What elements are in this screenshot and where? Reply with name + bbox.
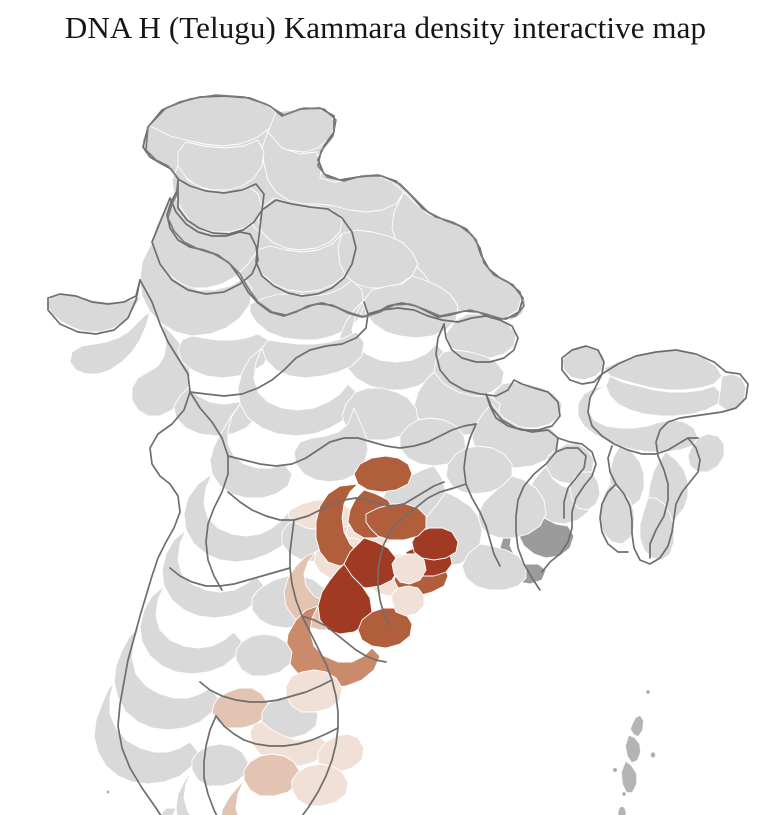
district-region[interactable] xyxy=(411,527,459,561)
state-border xyxy=(177,178,265,235)
state-border xyxy=(203,715,218,815)
state-border xyxy=(599,483,629,553)
district-region[interactable] xyxy=(717,373,747,411)
district-region[interactable] xyxy=(315,483,359,567)
state-border xyxy=(463,423,501,567)
district-region[interactable] xyxy=(113,625,219,731)
district-region[interactable] xyxy=(461,543,527,591)
district-region[interactable] xyxy=(317,733,365,773)
page-title: DNA H (Telugu) Kammara density interacti… xyxy=(64,10,707,45)
state-border xyxy=(541,437,597,573)
state-border xyxy=(607,437,701,565)
state-border xyxy=(377,483,467,627)
district-region[interactable] xyxy=(687,433,725,473)
district-region[interactable] xyxy=(175,769,252,815)
island-shape[interactable] xyxy=(612,767,618,773)
island-shape[interactable] xyxy=(622,792,626,796)
state-border xyxy=(47,279,141,335)
district-region[interactable] xyxy=(93,681,199,785)
state-border xyxy=(199,679,333,703)
district-region[interactable] xyxy=(337,229,419,289)
state-border xyxy=(561,345,605,385)
state-border xyxy=(227,481,445,521)
district-region[interactable] xyxy=(235,633,293,677)
state-border xyxy=(367,307,519,363)
state-border xyxy=(142,95,524,320)
district-region[interactable] xyxy=(220,779,304,815)
country-outline-group xyxy=(145,94,525,320)
district-region[interactable] xyxy=(363,275,459,339)
state-border xyxy=(189,391,229,591)
state-border xyxy=(117,279,191,815)
district-region[interactable] xyxy=(69,311,151,375)
island-shape[interactable] xyxy=(650,752,656,758)
state-border xyxy=(227,423,477,467)
state-border xyxy=(255,199,357,297)
district-region[interactable] xyxy=(599,483,635,545)
state-border xyxy=(301,615,387,663)
state-border xyxy=(485,393,559,591)
state-border xyxy=(601,349,749,559)
district-region[interactable] xyxy=(605,375,723,417)
state-border xyxy=(151,197,259,295)
island-shape[interactable] xyxy=(646,690,650,694)
island-shape[interactable] xyxy=(625,735,641,763)
island-shape[interactable] xyxy=(106,790,110,794)
district-region[interactable] xyxy=(365,503,427,541)
india-outline xyxy=(145,94,525,320)
state-border xyxy=(215,715,339,747)
district-region[interactable] xyxy=(291,763,349,807)
india-choropleth-map[interactable] xyxy=(0,52,771,815)
lakshadweep-islands-group[interactable] xyxy=(106,790,165,815)
andaman-nicobar-islands-group[interactable] xyxy=(612,690,656,815)
island-shape[interactable] xyxy=(621,761,637,793)
district-region[interactable] xyxy=(191,743,249,787)
district-mosaic-group xyxy=(45,95,747,815)
district-region[interactable] xyxy=(139,241,253,337)
island-shape[interactable] xyxy=(618,806,626,815)
state-borders-group xyxy=(47,95,749,815)
india-map-svg[interactable] xyxy=(0,52,771,815)
district-region[interactable] xyxy=(477,475,547,539)
state-border xyxy=(555,447,587,519)
district-region[interactable] xyxy=(152,807,226,815)
district-region[interactable] xyxy=(391,553,427,585)
island-shape[interactable] xyxy=(630,715,644,737)
district-region[interactable] xyxy=(261,131,405,213)
state-border xyxy=(169,567,291,587)
state-border xyxy=(587,373,699,455)
district-region[interactable] xyxy=(209,403,293,499)
district-region[interactable] xyxy=(445,445,513,495)
district-region[interactable] xyxy=(391,585,425,617)
district-region[interactable] xyxy=(317,563,373,635)
state-border xyxy=(189,301,369,397)
district-region[interactable] xyxy=(293,407,369,483)
state-border xyxy=(289,519,339,815)
district-region[interactable] xyxy=(249,279,365,341)
district-region[interactable] xyxy=(285,669,343,713)
